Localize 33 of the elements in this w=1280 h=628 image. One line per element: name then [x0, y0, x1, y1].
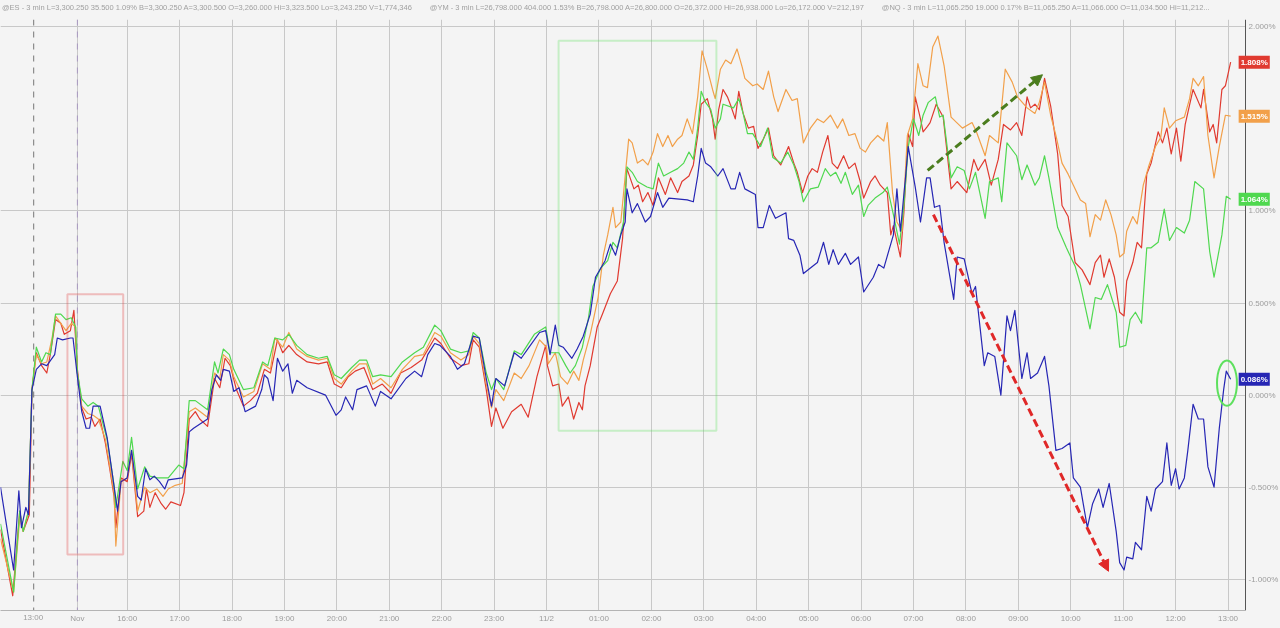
- x-tick-label: 06:00: [851, 613, 872, 623]
- y-tick-label: -1.000%: [1248, 574, 1279, 584]
- x-tick-label: 11:00: [1113, 613, 1134, 623]
- y-tick-label: 2.000%: [1248, 22, 1276, 32]
- x-tick-label: 21:00: [379, 613, 400, 623]
- x-tick-label: 07:00: [903, 613, 925, 623]
- x-tick-label: 18:00: [222, 613, 243, 623]
- x-tick-label: 17:00: [169, 613, 191, 623]
- x-tick-label: 10:00: [1060, 613, 1082, 623]
- y-tick-label: 0.500%: [1248, 298, 1276, 308]
- x-tick-label: 19:00: [274, 613, 296, 623]
- x-tick-label: Nov: [70, 613, 85, 623]
- x-tick-label: 08:00: [955, 613, 977, 623]
- x-tick-label: 02:00: [641, 613, 662, 623]
- data-label: 0.086%: [1240, 374, 1268, 384]
- x-tick-label: 11/2: [539, 613, 555, 623]
- x-tick-label: 13:00: [1218, 613, 1239, 623]
- x-tick-label: 01:00: [588, 613, 610, 623]
- x-tick-label: 04:00: [746, 613, 767, 623]
- data-label: 1.515%: [1240, 111, 1268, 121]
- x-tick-label: 20:00: [326, 613, 348, 623]
- x-tick-label: 16:00: [117, 613, 138, 623]
- x-tick-label: 09:00: [1008, 613, 1029, 623]
- x-tick-label: 23:00: [484, 613, 505, 623]
- data-label: 1.808%: [1240, 57, 1268, 67]
- data-label: 1.064%: [1240, 194, 1268, 204]
- x-tick-label: 22:00: [431, 613, 453, 623]
- x-tick-label: 03:00: [693, 613, 715, 623]
- y-tick-label: 0.000%: [1248, 390, 1276, 400]
- x-tick-label: 12:00: [1165, 613, 1187, 623]
- y-tick-label: -0.500%: [1248, 482, 1279, 492]
- y-tick-label: 1.000%: [1248, 206, 1276, 216]
- x-tick-label: 05:00: [798, 613, 820, 623]
